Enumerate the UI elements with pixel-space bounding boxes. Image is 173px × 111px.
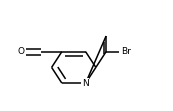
Text: Br: Br [121,47,131,56]
Text: N: N [82,79,89,88]
Text: O: O [17,47,24,56]
